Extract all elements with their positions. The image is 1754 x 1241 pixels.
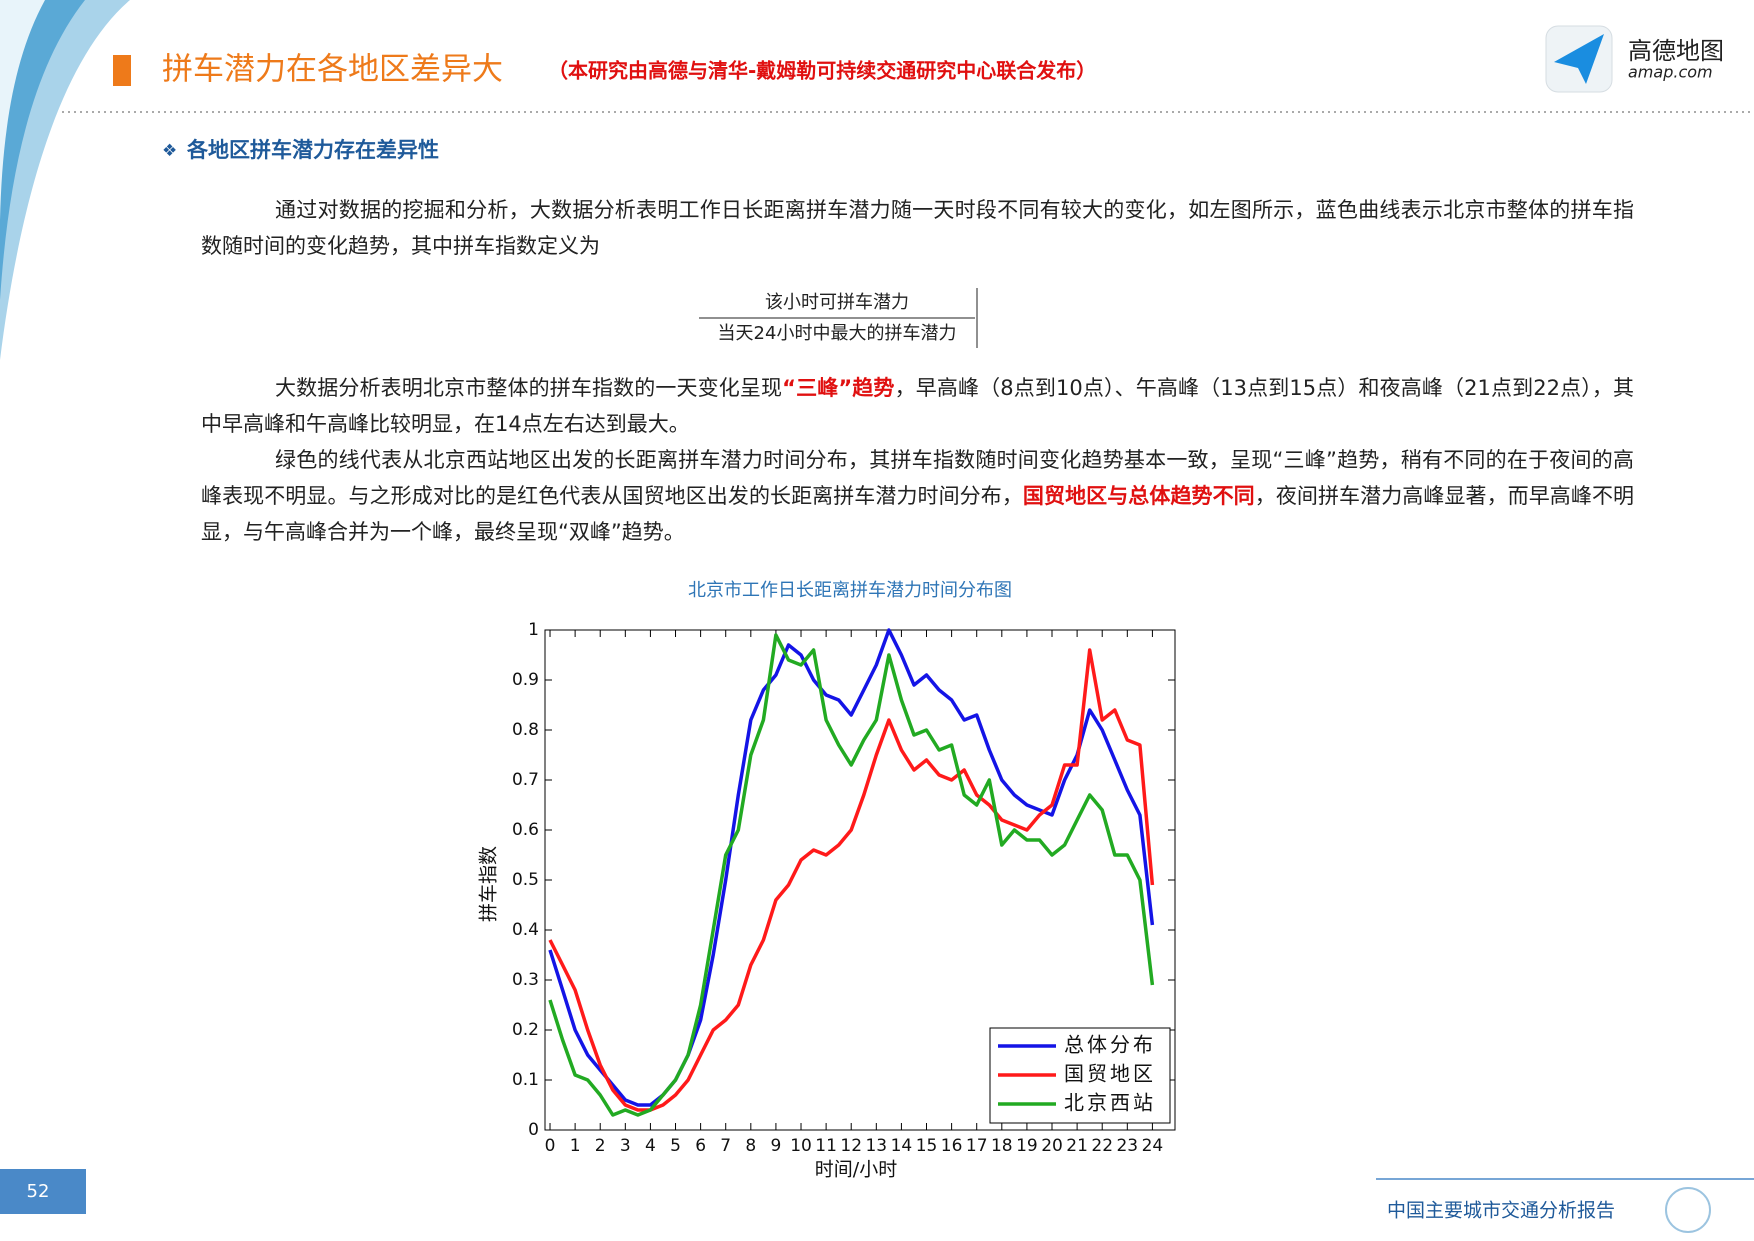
title-marker [113,55,131,86]
y-tick-label: 0.7 [512,770,539,790]
paragraph-text: 大数据分析表明北京市整体的拼车指数的一天变化呈现 [275,376,783,400]
section-title: 各地区拼车潜力存在差异性 [186,138,439,162]
x-tick-label: 15 [916,1136,938,1156]
x-tick-label: 24 [1142,1136,1164,1156]
x-tick-label: 16 [941,1136,963,1156]
x-tick-label: 8 [745,1136,756,1156]
x-tick-label: 14 [891,1136,913,1156]
page-number-box [0,1169,86,1214]
x-tick-label: 7 [720,1136,731,1156]
x-tick-label: 13 [865,1136,887,1156]
corner-decoration [0,0,45,220]
x-tick-label: 11 [815,1136,837,1156]
legend-label: 北京西站 [1064,1091,1156,1115]
logo-url: amap.com [1628,63,1713,82]
section-bullet: ❖ [162,141,177,161]
paragraph-text: ，早高峰（8点到10点）、午高峰（13点到15点）和夜高峰（21点到22点），其… [201,376,1635,436]
paragraph: 绿色的线代表从北京西站地区出发的长距离拼车潜力时间分布，其拼车指数随时间变化趋势… [201,442,1634,550]
x-tick-label: 6 [695,1136,706,1156]
x-tick-label: 0 [545,1136,556,1156]
page-number: 52 [27,1181,50,1202]
footer-report: 中国主要城市交通分析报告 [1387,1200,1615,1222]
x-tick-label: 23 [1116,1136,1138,1156]
y-tick-label: 0.4 [512,920,539,940]
series-line [548,628,1155,1107]
highlight-text: 国贸地区与总体趋势不同 [1022,484,1255,508]
x-tick-label: 2 [595,1136,606,1156]
x-axis-label: 时间/小时 [815,1159,897,1181]
y-axis-label: 拼车指数 [478,846,500,922]
x-tick-label: 1 [570,1136,581,1156]
highlight-text: “三峰”趋势 [782,376,895,400]
x-tick-label: 21 [1066,1136,1088,1156]
page-subtitle: （本研究由高德与清华-戴姆勒可持续交通研究中心联合发布） [548,59,1096,83]
y-tick-label: 0.3 [512,970,539,990]
y-tick-label: 0 [528,1120,539,1140]
y-tick-label: 0.2 [512,1020,539,1040]
logo-name: 高德地图 [1628,37,1724,65]
x-tick-label: 3 [620,1136,631,1156]
y-tick-label: 0.1 [512,1070,539,1090]
x-tick-label: 10 [790,1136,812,1156]
paragraph-text: ，夜间拼车潜力高峰显著，而早高峰不明显，与午高峰合并为一个峰，最终呈现“双峰”趋… [201,484,1635,544]
logo-plane [1554,34,1604,84]
x-tick-label: 12 [840,1136,862,1156]
footer-globe [1665,1187,1711,1233]
chart-title: 北京市工作日长距离拼车潜力时间分布图 [688,580,1012,601]
y-tick-label: 1 [528,620,539,640]
x-tick-label: 17 [966,1136,988,1156]
legend-label: 总体分布 [1064,1033,1156,1057]
series-line [548,633,1155,1117]
formula-numerator: 该小时可拼车潜力 [765,292,909,313]
page-title: 拼车潜力在各地区差异大 [162,52,503,88]
y-tick-label: 0.6 [512,820,539,840]
y-tick-label: 0.5 [512,870,539,890]
y-tick-label: 0.8 [512,720,539,740]
corner-decoration [0,0,85,300]
y-tick-label: 0.9 [512,670,539,690]
paragraph-text: 绿色的线代表从北京西站地区出发的长距离拼车潜力时间分布，其拼车指数随时间变化趋势… [201,448,1634,508]
x-tick-label: 5 [670,1136,681,1156]
paragraph-text: 通过对数据的挖掘和分析，大数据分析表明工作日长距离拼车潜力随一天时段不同有较大的… [201,198,1634,258]
x-tick-label: 20 [1041,1136,1063,1156]
x-tick-label: 19 [1016,1136,1038,1156]
x-tick-label: 9 [771,1136,782,1156]
paragraph: 大数据分析表明北京市整体的拼车指数的一天变化呈现“三峰”趋势，早高峰（8点到10… [201,370,1634,442]
x-tick-label: 4 [645,1136,656,1156]
x-tick-label: 22 [1091,1136,1113,1156]
legend-label: 国贸地区 [1064,1062,1156,1086]
paragraph: 通过对数据的挖掘和分析，大数据分析表明工作日长距离拼车潜力随一天时段不同有较大的… [201,192,1634,264]
x-tick-label: 18 [991,1136,1013,1156]
formula-denominator: 当天24小时中最大的拼车潜力 [718,323,957,344]
